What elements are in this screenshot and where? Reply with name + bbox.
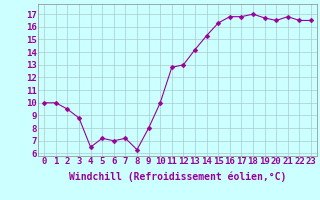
X-axis label: Windchill (Refroidissement éolien,°C): Windchill (Refroidissement éolien,°C) [69,172,286,182]
